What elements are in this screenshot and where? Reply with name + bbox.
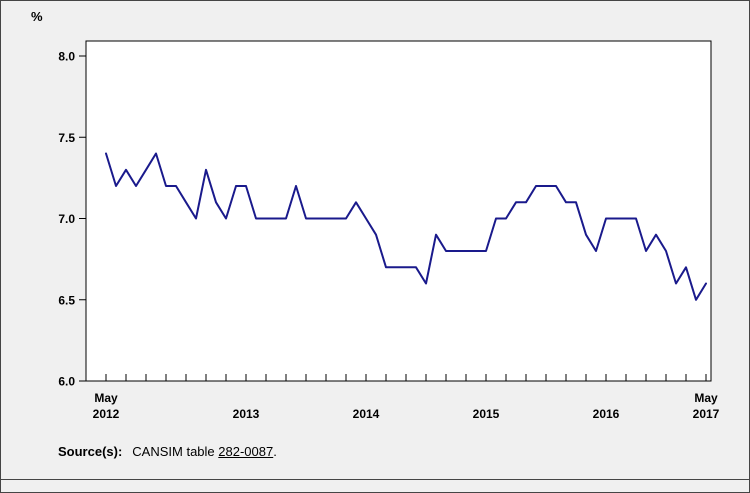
svg-text:6.5: 6.5 [58, 293, 75, 307]
bottom-divider [1, 479, 749, 480]
svg-text:6.0: 6.0 [58, 375, 75, 389]
svg-text:2017: 2017 [693, 407, 720, 421]
source-note: Source(s): CANSIM table 282-0087. [58, 444, 277, 459]
svg-text:2015: 2015 [473, 407, 500, 421]
svg-text:8.0: 8.0 [58, 50, 75, 64]
svg-text:May: May [694, 391, 718, 405]
source-text: CANSIM table [132, 444, 219, 459]
svg-text:2013: 2013 [233, 407, 260, 421]
source-period: . [273, 444, 277, 459]
svg-text:2016: 2016 [593, 407, 620, 421]
svg-text:7.5: 7.5 [58, 131, 75, 145]
svg-text:May: May [94, 391, 118, 405]
y-axis-unit-label: % [31, 9, 43, 24]
svg-text:2012: 2012 [93, 407, 120, 421]
source-label: Source(s): [58, 444, 123, 459]
unemployment-rate-line-chart: 8.0 7.5 7.0 6.5 6.0 May 2012 2013 2014 2015 2016 Ma… [58, 40, 720, 421]
source-link[interactable]: 282-0087 [218, 444, 274, 459]
svg-text:7.0: 7.0 [58, 212, 75, 226]
svg-text:2014: 2014 [353, 407, 380, 421]
